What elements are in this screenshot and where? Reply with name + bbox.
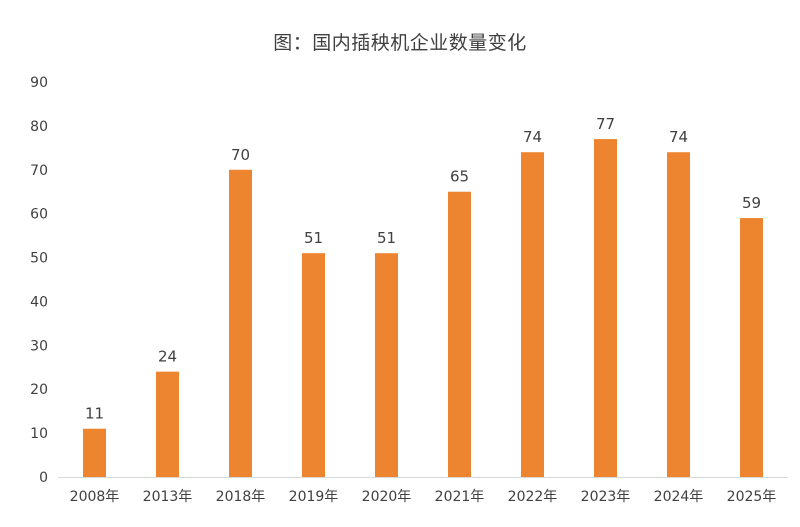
bar (375, 253, 398, 477)
x-tick-label: 2025年 (727, 489, 777, 505)
x-axis-labels: 2008年 2013年 2018年 2019年 2020年 2021年 2022年 2023年… (70, 489, 777, 505)
bar (667, 152, 690, 477)
x-tick-label: 2023年 (581, 489, 631, 505)
data-label: 59 (742, 194, 761, 212)
bar (156, 371, 179, 477)
y-axis-labels: 0 10 20 30 40 50 60 70 80 90 (30, 75, 48, 486)
x-tick-label: 2019年 (289, 489, 339, 505)
data-label: 77 (596, 115, 615, 133)
bar (83, 428, 106, 477)
x-tick-label: 2020年 (362, 489, 412, 505)
y-tick-label: 50 (30, 251, 48, 267)
x-tick-label: 2013年 (143, 489, 193, 505)
y-tick-label: 30 (30, 338, 48, 354)
y-tick-label: 10 (30, 426, 48, 442)
data-labels: 11 24 70 51 51 65 74 77 74 59 (85, 115, 761, 423)
y-tick-label: 90 (30, 75, 48, 91)
bar (594, 139, 617, 478)
y-tick-label: 60 (30, 207, 48, 223)
data-label: 74 (669, 128, 688, 146)
x-tick-label: 2018年 (216, 489, 266, 505)
bar (448, 191, 471, 477)
bar (229, 169, 252, 477)
x-tick-label: 2022年 (508, 489, 558, 505)
y-tick-label: 40 (30, 294, 48, 310)
data-label: 51 (304, 229, 323, 247)
data-label: 65 (450, 168, 469, 186)
data-label: 70 (231, 146, 250, 164)
data-label: 11 (85, 405, 104, 423)
chart-title: 图：国内插秧机企业数量变化 (273, 32, 527, 54)
x-tick-label: 2021年 (435, 489, 485, 505)
bar (740, 218, 763, 478)
x-tick-label: 2024年 (654, 489, 704, 505)
bar (302, 253, 325, 477)
data-label: 24 (158, 348, 177, 366)
data-label: 74 (523, 128, 542, 146)
y-tick-label: 70 (30, 163, 48, 179)
y-tick-label: 20 (30, 382, 48, 398)
y-tick-label: 0 (39, 470, 48, 486)
data-label: 51 (377, 229, 396, 247)
bar (521, 152, 544, 477)
y-tick-label: 80 (30, 119, 48, 135)
bars (83, 139, 763, 478)
x-tick-label: 2008年 (70, 489, 120, 505)
